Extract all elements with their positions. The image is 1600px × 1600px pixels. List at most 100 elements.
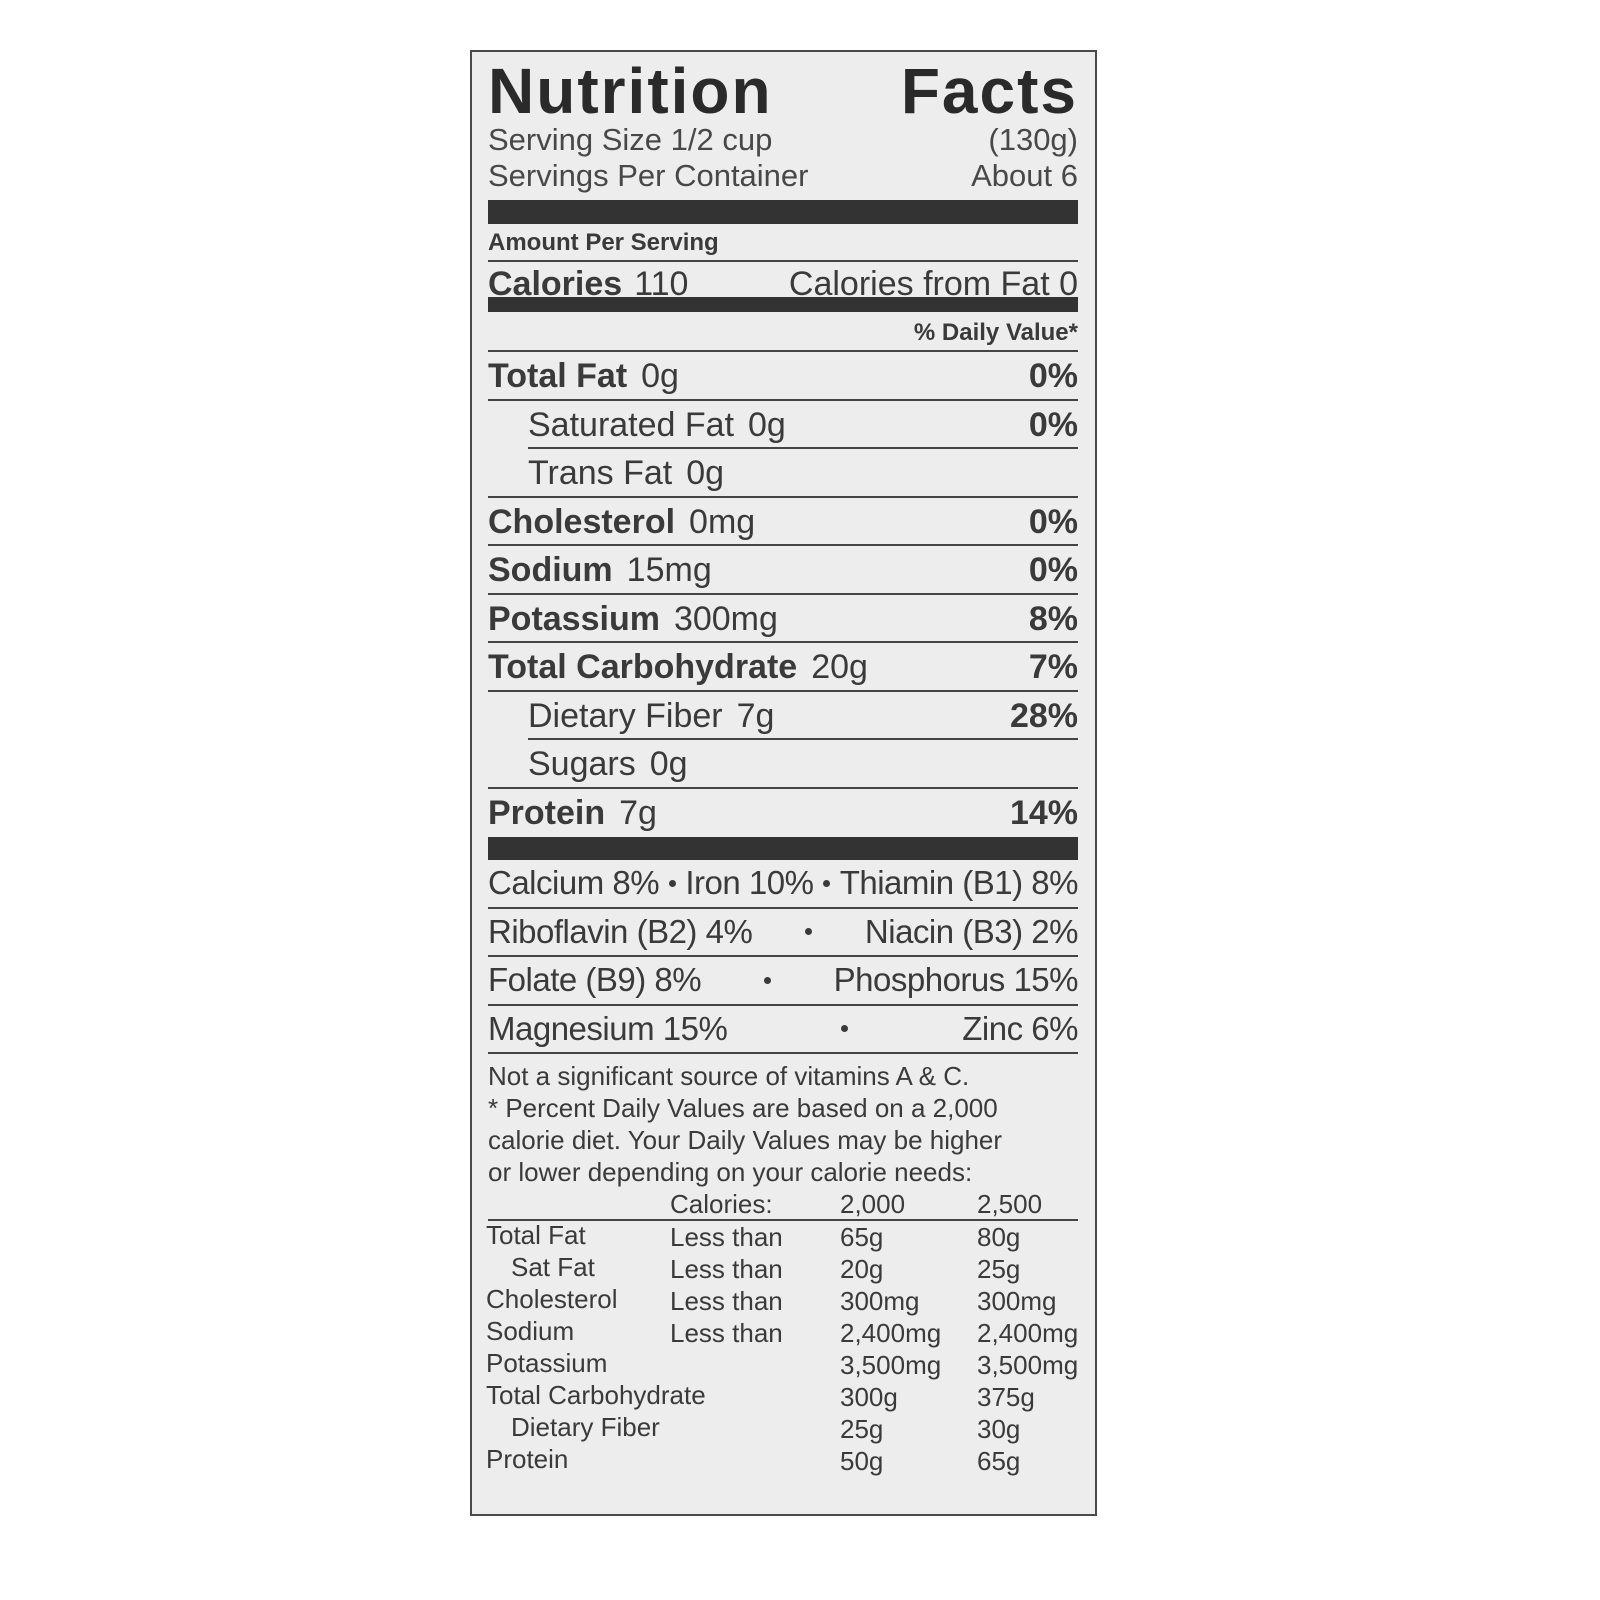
servings-per-container: Servings Per Container About 6 <box>488 158 1078 194</box>
nutrient-name: Trans Fat <box>528 454 673 492</box>
reference-value: 30g <box>977 1414 1021 1444</box>
calories-header: Calories: <box>670 1189 773 1219</box>
vitamin: Zinc 6% <box>962 1009 1078 1047</box>
reference-row: Total Carbohydrate 300g 375g <box>486 1380 1078 1413</box>
reference-name: Total Carbohydrate <box>486 1380 706 1410</box>
nutrient-row: Cholesterol 0mg 0% <box>488 495 1078 545</box>
reference-value: 375g <box>977 1382 1035 1412</box>
vitamin: Magnesium 15% <box>488 1009 728 1047</box>
label-content: Nutrition Facts Serving Size 1/2 cup (130g… <box>486 52 1079 1477</box>
reference-qualifier: Less than <box>670 1318 783 1348</box>
nutrient-amount: 0mg <box>689 502 756 541</box>
reference-value: 20g <box>840 1254 884 1284</box>
nutrient-amount: 0g <box>748 405 786 444</box>
reference-value: 300g <box>840 1382 898 1412</box>
vitamin: Niacin (B3) 2% <box>864 912 1079 950</box>
nutrient-list: Total Fat 0g 0% Saturated Fat 0g 0% Trans Fat 0… <box>488 352 1078 835</box>
calories-value: 110 <box>634 265 689 303</box>
nutrient-row: Saturated Fat 0g 0% <box>488 398 1078 448</box>
bullet <box>805 928 813 936</box>
nutrient-row: Sodium 15mg 0% <box>488 544 1078 593</box>
reference-row: Sat Fat Less than 20g 25g <box>488 1252 1078 1285</box>
reference-table: Calories: 2,000 2,500 Total Fat Less than 65g… <box>486 1188 1079 1477</box>
daily-value: 0% <box>1028 357 1078 395</box>
reference-value: 65g <box>977 1446 1021 1476</box>
reference-row: Potassium 3,500mg 3,500mg <box>486 1348 1079 1381</box>
footnote: Not a significant source of vitamins A &… <box>488 1060 1078 1188</box>
daily-value-header: % Daily Value* <box>488 312 1078 352</box>
title: Nutrition Facts <box>488 55 1078 127</box>
reference-name: Sat Fat <box>511 1252 595 1282</box>
reference-value: 65g <box>840 1222 884 1252</box>
footnote-line: Not a significant source of vitamins A &… <box>488 1061 970 1091</box>
reference-name: Cholesterol <box>486 1284 618 1314</box>
daily-value: 0% <box>1028 502 1078 541</box>
nutrient-row: Potassium 300mg 8% <box>488 592 1078 642</box>
nutrient-name: Protein <box>488 793 606 832</box>
serving-size-label: Serving Size 1/2 cup <box>488 122 773 157</box>
nutrient-amount: 300mg <box>673 599 778 638</box>
bullet <box>841 1025 849 1033</box>
serving-size-value: (130g) <box>988 122 1078 157</box>
reference-qualifier: Less than <box>670 1254 783 1284</box>
daily-value: 0% <box>1028 405 1078 444</box>
bullet <box>668 879 676 887</box>
nutrient-row: Sugars 0g <box>528 738 1078 787</box>
daily-value: 28% <box>1009 696 1078 735</box>
nutrition-label: Nutrition Facts Serving Size 1/2 cup (130g… <box>470 50 1097 1516</box>
column-header: 2,500 <box>977 1189 1043 1219</box>
nutrient-amount: 20g <box>811 648 868 686</box>
thick-bar <box>488 837 1078 860</box>
vitamin: Thiamin (B1) 8% <box>839 864 1079 902</box>
reference-value: 25g <box>977 1254 1021 1284</box>
reference-value: 2,400mg <box>977 1318 1079 1348</box>
nutrient-name: Sugars <box>528 745 636 783</box>
nutrient-row: Total Fat 0g 0% <box>488 352 1078 399</box>
bullet <box>763 976 771 984</box>
reference-row: Protein 50g 65g <box>486 1444 1078 1477</box>
footnote-line: * Percent Daily Values are based on a 2,… <box>488 1093 998 1123</box>
vitamin-row: Magnesium 15% Zinc 6% <box>488 1006 1078 1054</box>
vitamin: Iron 10% <box>685 864 814 902</box>
nutrient-amount: 0g <box>649 745 688 783</box>
reference-qualifier: Less than <box>670 1222 783 1252</box>
reference-value: 2,400mg <box>840 1318 942 1348</box>
nutrient-name: Total Fat <box>488 357 628 395</box>
servings-value: About 6 <box>971 158 1078 193</box>
reference-name: Sodium <box>486 1316 575 1346</box>
vitamin-row: Riboflavin (B2) 4% Niacin (B3) 2% <box>488 909 1079 957</box>
nutrient-amount: 7g <box>619 793 657 832</box>
reference-name: Total Fat <box>486 1220 586 1250</box>
reference-row: Total Fat Less than 65g 80g <box>486 1220 1078 1253</box>
nutrient-row: Trans Fat 0g <box>528 447 1078 496</box>
reference-value: 300mg <box>977 1286 1057 1316</box>
footnote-line: or lower depending on your calorie needs… <box>488 1157 973 1187</box>
calories-from-fat: Calories from Fat 0 <box>788 265 1078 303</box>
thick-bar <box>488 297 1078 312</box>
daily-value: 0% <box>1028 551 1078 589</box>
nutrient-name: Sodium <box>488 551 613 589</box>
reference-name: Protein <box>486 1444 569 1474</box>
reference-name: Dietary Fiber <box>511 1412 660 1442</box>
thick-bar <box>488 200 1078 224</box>
vitamin: Phosphorus 15% <box>833 961 1079 999</box>
nutrient-name: Potassium <box>488 599 660 638</box>
calories: Calories 110 <box>488 262 688 310</box>
reference-row: Sodium Less than 2,400mg 2,400mg <box>486 1316 1079 1349</box>
nutrient-name: Dietary Fiber <box>528 696 723 735</box>
vitamin-row: Calcium 8% Iron 10% Thiamin (B1) 8% <box>488 860 1078 909</box>
serving-size: Serving Size 1/2 cup (130g) <box>488 122 1078 158</box>
reference-value: 25g <box>840 1414 884 1444</box>
reference-value: 300mg <box>840 1286 920 1316</box>
servings-label: Servings Per Container <box>488 158 809 193</box>
reference-value: 3,500mg <box>977 1350 1079 1380</box>
column-header: 2,000 <box>840 1189 906 1219</box>
nutrient-amount: 7g <box>736 696 775 735</box>
nutrient-row: Total Carbohydrate 20g 7% <box>488 641 1078 690</box>
reference-value: 3,500mg <box>840 1350 942 1380</box>
reference-value: 50g <box>840 1446 884 1476</box>
calories-label: Calories <box>488 265 623 303</box>
reference-row: Cholesterol Less than 300mg 300mg <box>486 1284 1078 1317</box>
calories-row: Calories 110 Calories from Fat 0 <box>488 260 1078 310</box>
